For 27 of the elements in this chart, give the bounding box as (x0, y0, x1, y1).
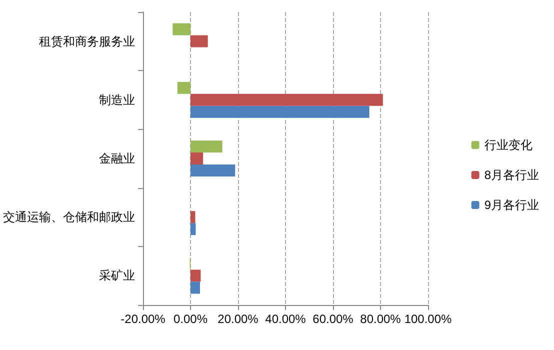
bar (190, 211, 196, 224)
x-tick-label: 40.00% (265, 312, 306, 326)
bar (177, 82, 190, 94)
x-tick-label: -20.00% (120, 312, 166, 326)
y-tick-label: 租赁和商务服务业 (39, 34, 135, 48)
x-tick-label: 60.00% (312, 312, 354, 326)
y-tick-label: 制造业 (99, 92, 135, 107)
x-tick-label: 100.00% (404, 312, 452, 326)
bar (190, 270, 201, 282)
legend-label: 9月各行业 (484, 198, 540, 212)
x-tick-label: 0.00% (173, 312, 208, 326)
x-tick-label: 80.00% (360, 312, 402, 326)
legend-label: 8月各行业 (484, 168, 540, 182)
x-tick-label: 20.00% (218, 312, 259, 326)
bar (190, 152, 204, 164)
y-tick-label: 金融业 (99, 152, 135, 166)
legend-label: 行业变化 (484, 138, 532, 152)
bar (190, 35, 208, 48)
bar (172, 23, 190, 36)
bar (190, 94, 383, 106)
bar (190, 106, 370, 118)
y-tick-label: 交通运输、仓储和邮政业 (3, 210, 135, 224)
bar (190, 223, 196, 236)
bar (190, 164, 236, 176)
y-tick-label: 采矿业 (99, 268, 135, 283)
bar (190, 282, 200, 294)
bar (190, 140, 222, 152)
